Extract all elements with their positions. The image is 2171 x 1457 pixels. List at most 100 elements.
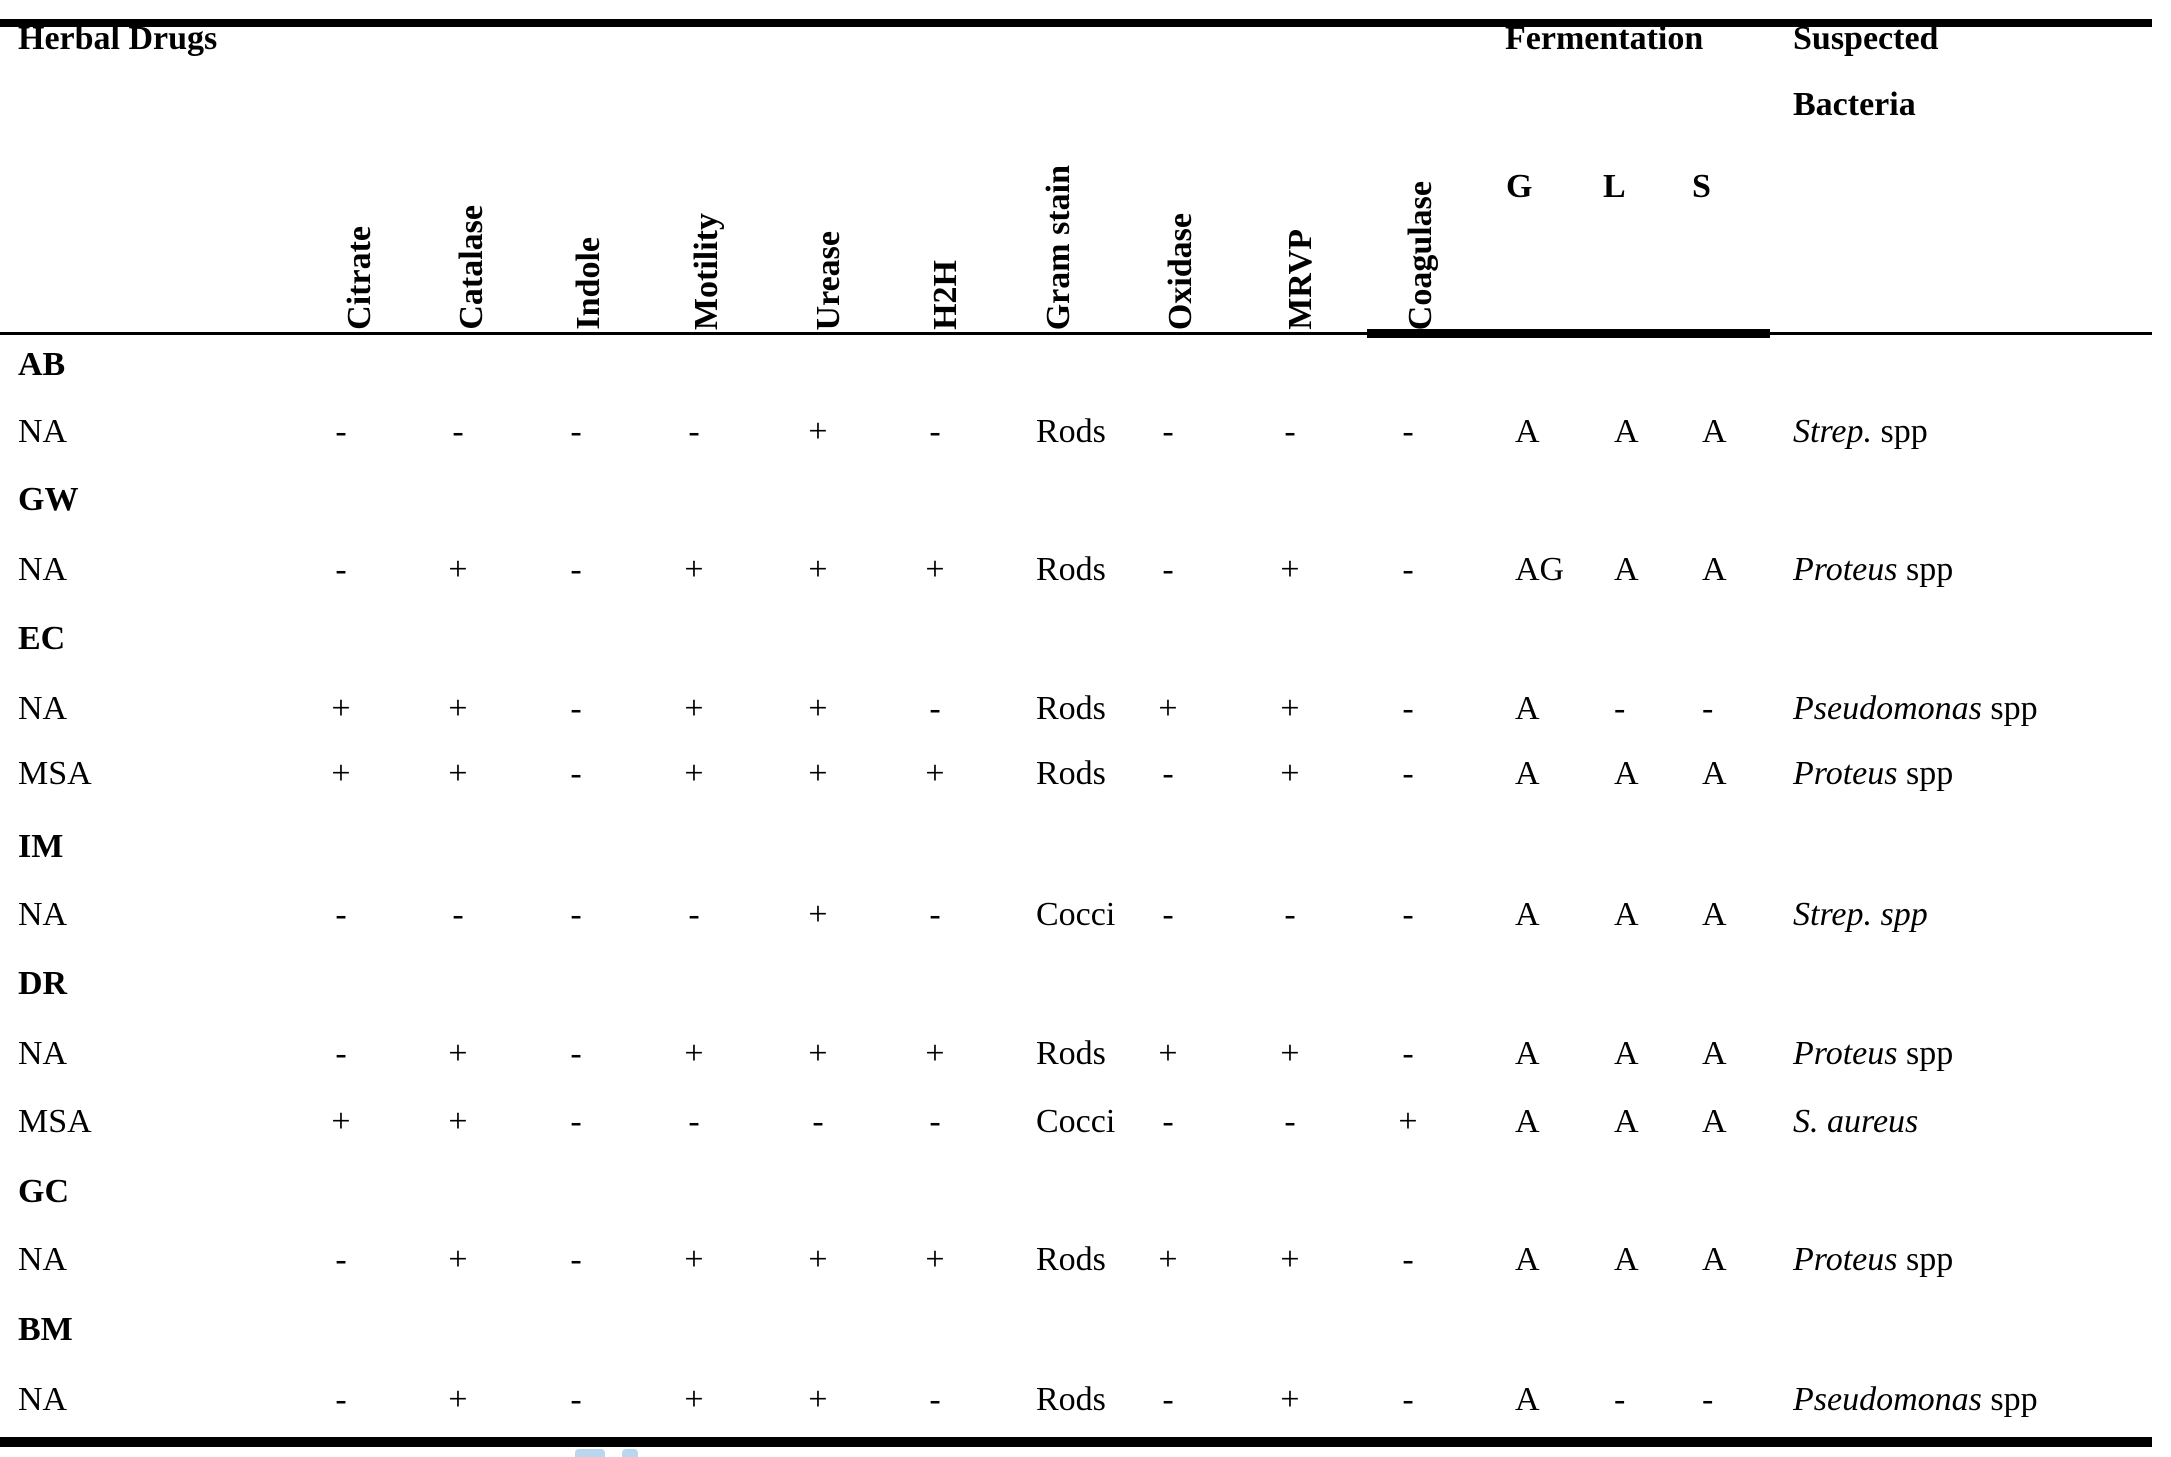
cell-ferm-s: A	[1702, 551, 1727, 588]
cell-ferm-l: A	[1614, 755, 1639, 792]
cell-ferm-g: A	[1515, 1241, 1540, 1278]
cell-catalase: +	[448, 551, 468, 588]
cell-h2h: -	[929, 1381, 941, 1418]
bacteria-name-regular: spp	[1897, 755, 1954, 792]
cell-ferm-g: A	[1515, 1381, 1540, 1418]
cell-oxidase: +	[1158, 1035, 1178, 1072]
group-row-DR: DR	[0, 965, 2171, 1003]
cell-ferm-g: A	[1515, 755, 1540, 792]
cell-mrvp: +	[1280, 1035, 1300, 1072]
cell-ferm-l: A	[1614, 1103, 1639, 1140]
data-row: MSA + + - + + + Rods - + - A A A Proteus spp	[0, 755, 2171, 793]
bacteria-name-regular: spp	[1981, 690, 2038, 727]
cell-citrate: +	[331, 1103, 351, 1140]
cell-gram-stain: Cocci	[1036, 1103, 1116, 1140]
cell-h2h: -	[929, 690, 941, 727]
cell-ferm-l: A	[1614, 1035, 1639, 1072]
group-row-BM: BM	[0, 1311, 2171, 1349]
cell-ferm-g: A	[1515, 1035, 1540, 1072]
herbal-drug-code: DR	[18, 965, 68, 1002]
column-header-indole: Indole	[570, 237, 607, 330]
cell-suspected-bacteria: Proteus spp	[1793, 1241, 1953, 1279]
cell-h2h: +	[925, 1035, 945, 1072]
group-row-IM: IM	[0, 828, 2171, 866]
column-header-motility: Motility	[688, 212, 725, 330]
cell-ferm-s: A	[1702, 896, 1727, 933]
cell-urease: +	[808, 1035, 828, 1072]
cell-coagulase: -	[1402, 551, 1414, 588]
group-row-GC: GC	[0, 1173, 2171, 1211]
cell-citrate: -	[335, 896, 347, 933]
table-header: Herbal Drugs Fermentation Suspected Bact…	[0, 0, 2171, 336]
cell-mrvp: +	[1280, 1241, 1300, 1278]
cell-coagulase: -	[1402, 413, 1414, 450]
cell-citrate: +	[331, 755, 351, 792]
herbal-drug-code: GC	[18, 1173, 69, 1210]
cell-gram-stain: Rods	[1036, 755, 1106, 792]
column-header-urease: Urease	[810, 230, 847, 330]
column-header-oxidase: Oxidase	[1162, 212, 1199, 330]
cell-ferm-s: A	[1702, 1035, 1727, 1072]
group-row-GW: GW	[0, 481, 2171, 519]
cell-h2h: +	[925, 755, 945, 792]
cell-mrvp: +	[1280, 690, 1300, 727]
herbal-drug-code: BM	[18, 1311, 73, 1348]
cell-indole: -	[570, 1035, 582, 1072]
cell-coagulase: -	[1402, 896, 1414, 933]
cell-urease: +	[808, 690, 828, 727]
cell-ferm-l: A	[1614, 413, 1639, 450]
cell-catalase: -	[452, 413, 464, 450]
cell-gram-stain: Cocci	[1036, 896, 1116, 933]
cell-suspected-bacteria: Strep. spp	[1793, 896, 1928, 934]
cell-motility: -	[688, 896, 700, 933]
cell-citrate: +	[331, 690, 351, 727]
cell-catalase: +	[448, 1035, 468, 1072]
cell-gram-stain: Rods	[1036, 413, 1106, 450]
medium-label: NA	[18, 1035, 68, 1072]
cell-oxidase: -	[1162, 1103, 1174, 1140]
cell-h2h: +	[925, 1241, 945, 1278]
herbal-drug-code: EC	[18, 620, 66, 657]
cell-catalase: +	[448, 1241, 468, 1278]
cell-indole: -	[570, 896, 582, 933]
cell-ferm-s: A	[1702, 413, 1727, 450]
cell-mrvp: +	[1280, 755, 1300, 792]
group-row-AB: AB	[0, 346, 2171, 384]
cell-coagulase: -	[1402, 755, 1414, 792]
cropped-text-artifact	[622, 1449, 638, 1457]
cell-catalase: +	[448, 1381, 468, 1418]
cell-coagulase: +	[1398, 1103, 1418, 1140]
bacteria-name-italic: Proteus	[1793, 1035, 1898, 1072]
column-header-mrvp: MRVP	[1282, 229, 1319, 330]
cell-ferm-g: AG	[1515, 551, 1565, 588]
bacteria-name-italic: Proteus	[1793, 1241, 1898, 1278]
cell-ferm-g: A	[1515, 1103, 1540, 1140]
cell-suspected-bacteria: Pseudomonas spp	[1793, 1381, 2038, 1419]
data-row: NA - + - + + - Rods - + - A - - Pseudomonas spp	[0, 1381, 2171, 1419]
cell-motility: +	[684, 690, 704, 727]
cell-urease: +	[808, 1241, 828, 1278]
herbal-drugs-column-header: Herbal Drugs	[18, 20, 218, 57]
cell-gram-stain: Rods	[1036, 1035, 1106, 1072]
medium-label: NA	[18, 1381, 68, 1418]
cell-h2h: -	[929, 896, 941, 933]
cell-oxidase: -	[1162, 755, 1174, 792]
table-bottom-border	[0, 1437, 2152, 1447]
cell-suspected-bacteria: S. aureus	[1793, 1103, 1918, 1141]
cell-motility: -	[688, 413, 700, 450]
cell-oxidase: -	[1162, 413, 1174, 450]
cell-oxidase: -	[1162, 551, 1174, 588]
medium-label: MSA	[18, 755, 92, 792]
cell-mrvp: -	[1284, 896, 1296, 933]
bacteria-name-italic: Proteus	[1793, 551, 1898, 588]
data-row: NA - + - + + + Rods + + - A A A Proteus spp	[0, 1035, 2171, 1073]
cell-catalase: +	[448, 755, 468, 792]
cell-citrate: -	[335, 1035, 347, 1072]
column-header-gram-stain: Gram stain	[1040, 164, 1077, 330]
cell-h2h: -	[929, 1103, 941, 1140]
cell-indole: -	[570, 690, 582, 727]
cell-motility: +	[684, 1241, 704, 1278]
medium-label: NA	[18, 690, 68, 727]
bacteria-name-italic: Strep.	[1793, 413, 1873, 450]
